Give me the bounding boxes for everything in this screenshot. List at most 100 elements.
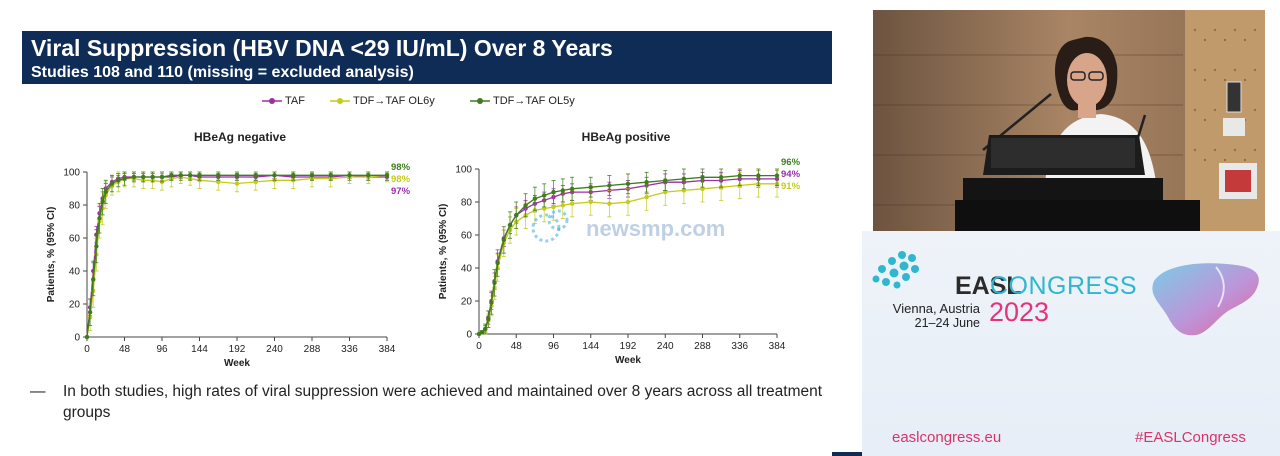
data-point: [625, 181, 631, 187]
end-value-label: 96%: [781, 157, 801, 168]
data-point: [523, 203, 528, 208]
data-point: [569, 201, 575, 206]
x-axis-label: Week: [615, 355, 641, 366]
x-tick-label: 0: [476, 341, 482, 352]
data-point: [94, 244, 99, 249]
x-tick-label: 96: [548, 341, 560, 352]
congress-website[interactable]: easlcongress.eu: [892, 429, 1002, 446]
data-point: [774, 173, 780, 178]
data-point: [216, 173, 221, 178]
chart-title: HBeAg positive: [582, 130, 671, 144]
data-point: [681, 188, 687, 193]
x-tick-label: 144: [191, 344, 208, 355]
y-tick-label: 60: [461, 231, 473, 242]
x-tick-label: 48: [119, 344, 131, 355]
bullet-dash: —: [30, 383, 46, 400]
data-point: [644, 194, 649, 200]
end-value-label: 94%: [781, 169, 801, 180]
end-value-label: 97%: [391, 186, 411, 197]
data-point: [756, 173, 761, 178]
chart-title: HBeAg negative: [194, 130, 286, 144]
data-point: [532, 196, 538, 201]
x-axis-label: Week: [224, 358, 250, 369]
data-point: [187, 173, 193, 178]
series-1: [84, 171, 390, 340]
speaker-scene: [873, 10, 1265, 231]
end-value-label: 91%: [781, 181, 801, 192]
data-point: [234, 173, 240, 178]
x-tick-label: 240: [657, 341, 674, 352]
series-line: [86, 174, 387, 338]
congress-word: CONGRESS: [990, 272, 1138, 300]
speaker-video: [873, 10, 1265, 231]
x-tick-label: 192: [620, 341, 637, 352]
data-point: [625, 199, 631, 205]
legend-label-ol5y: TDF→TAF OL5y: [493, 95, 575, 107]
legend-label-taf: TAF: [285, 95, 305, 107]
data-point: [169, 173, 174, 178]
congress-year: 2023: [989, 297, 1050, 327]
liver-illustration-icon: [1152, 263, 1259, 336]
slide-title: Viral Suppression (HBV DNA <29 IU/mL) Ov…: [31, 35, 613, 61]
data-point: [178, 173, 183, 178]
x-tick-label: 336: [341, 344, 358, 355]
data-point: [253, 179, 258, 185]
slide-subtitle: Studies 108 and 110 (missing = excluded …: [31, 64, 414, 81]
data-point: [109, 181, 115, 186]
end-value-label: 98%: [391, 162, 411, 173]
series-line: [86, 174, 388, 338]
y-tick-label: 20: [69, 300, 81, 311]
watermark-text: newsmp.com: [586, 216, 726, 241]
data-point: [560, 203, 566, 208]
slide: Viral Suppression (HBV DNA <29 IU/mL) Ov…: [22, 31, 862, 456]
data-point: [588, 184, 593, 190]
data-point: [479, 330, 485, 335]
y-tick-label: 20: [461, 297, 473, 308]
data-point: [87, 310, 93, 315]
watermark: newsmp.com: [528, 206, 768, 246]
charts-area: HBeAg negative 0 20 40 60 80 100 0 48 96 144 192 240…: [46, 130, 801, 369]
data-point: [551, 204, 556, 210]
y-tick-label: 100: [63, 168, 80, 179]
chart-hbeag-negative: HBeAg negative 0 20 40 60 80 100 0 48 96 144 192 240…: [46, 130, 411, 369]
data-point: [560, 188, 566, 193]
data-point: [514, 213, 519, 218]
data-point: [483, 326, 488, 332]
data-point: [291, 173, 296, 178]
data-point: [122, 176, 127, 181]
data-point: [253, 173, 258, 178]
legend-label-ol6y: TDF→TAF OL6y: [353, 95, 435, 107]
data-point: [541, 206, 547, 211]
data-point: [116, 178, 121, 183]
x-tick-label: 240: [266, 344, 283, 355]
data-point: [663, 189, 668, 195]
data-point: [737, 173, 742, 178]
data-point: [607, 201, 612, 206]
data-point: [141, 174, 146, 180]
data-point: [507, 222, 513, 228]
data-point: [366, 173, 371, 178]
data-point: [328, 173, 333, 178]
y-tick-label: 0: [74, 333, 80, 344]
data-point: [216, 179, 221, 185]
data-point: [197, 173, 202, 178]
data-point: [551, 189, 556, 195]
watermark-logo-icon: [531, 209, 569, 243]
end-value-label: 98%: [391, 174, 411, 185]
data-point: [700, 175, 705, 180]
x-tick-label: 384: [379, 344, 396, 355]
data-point: [97, 216, 102, 221]
easl-wordmark: EASL: [955, 272, 1022, 300]
data-point: [309, 173, 315, 178]
data-point: [607, 183, 612, 188]
data-point: [492, 280, 497, 286]
data-point: [234, 181, 240, 186]
data-point: [489, 300, 494, 305]
y-tick-label: 60: [69, 234, 81, 245]
data-point: [501, 237, 507, 243]
data-point: [384, 173, 390, 178]
data-point: [84, 334, 90, 340]
data-point: [131, 174, 137, 180]
data-point: [272, 173, 277, 178]
chart-hbeag-positive: HBeAg positive 0 20 40 60 80 100 0 48 96 144 192 240…: [438, 130, 801, 366]
